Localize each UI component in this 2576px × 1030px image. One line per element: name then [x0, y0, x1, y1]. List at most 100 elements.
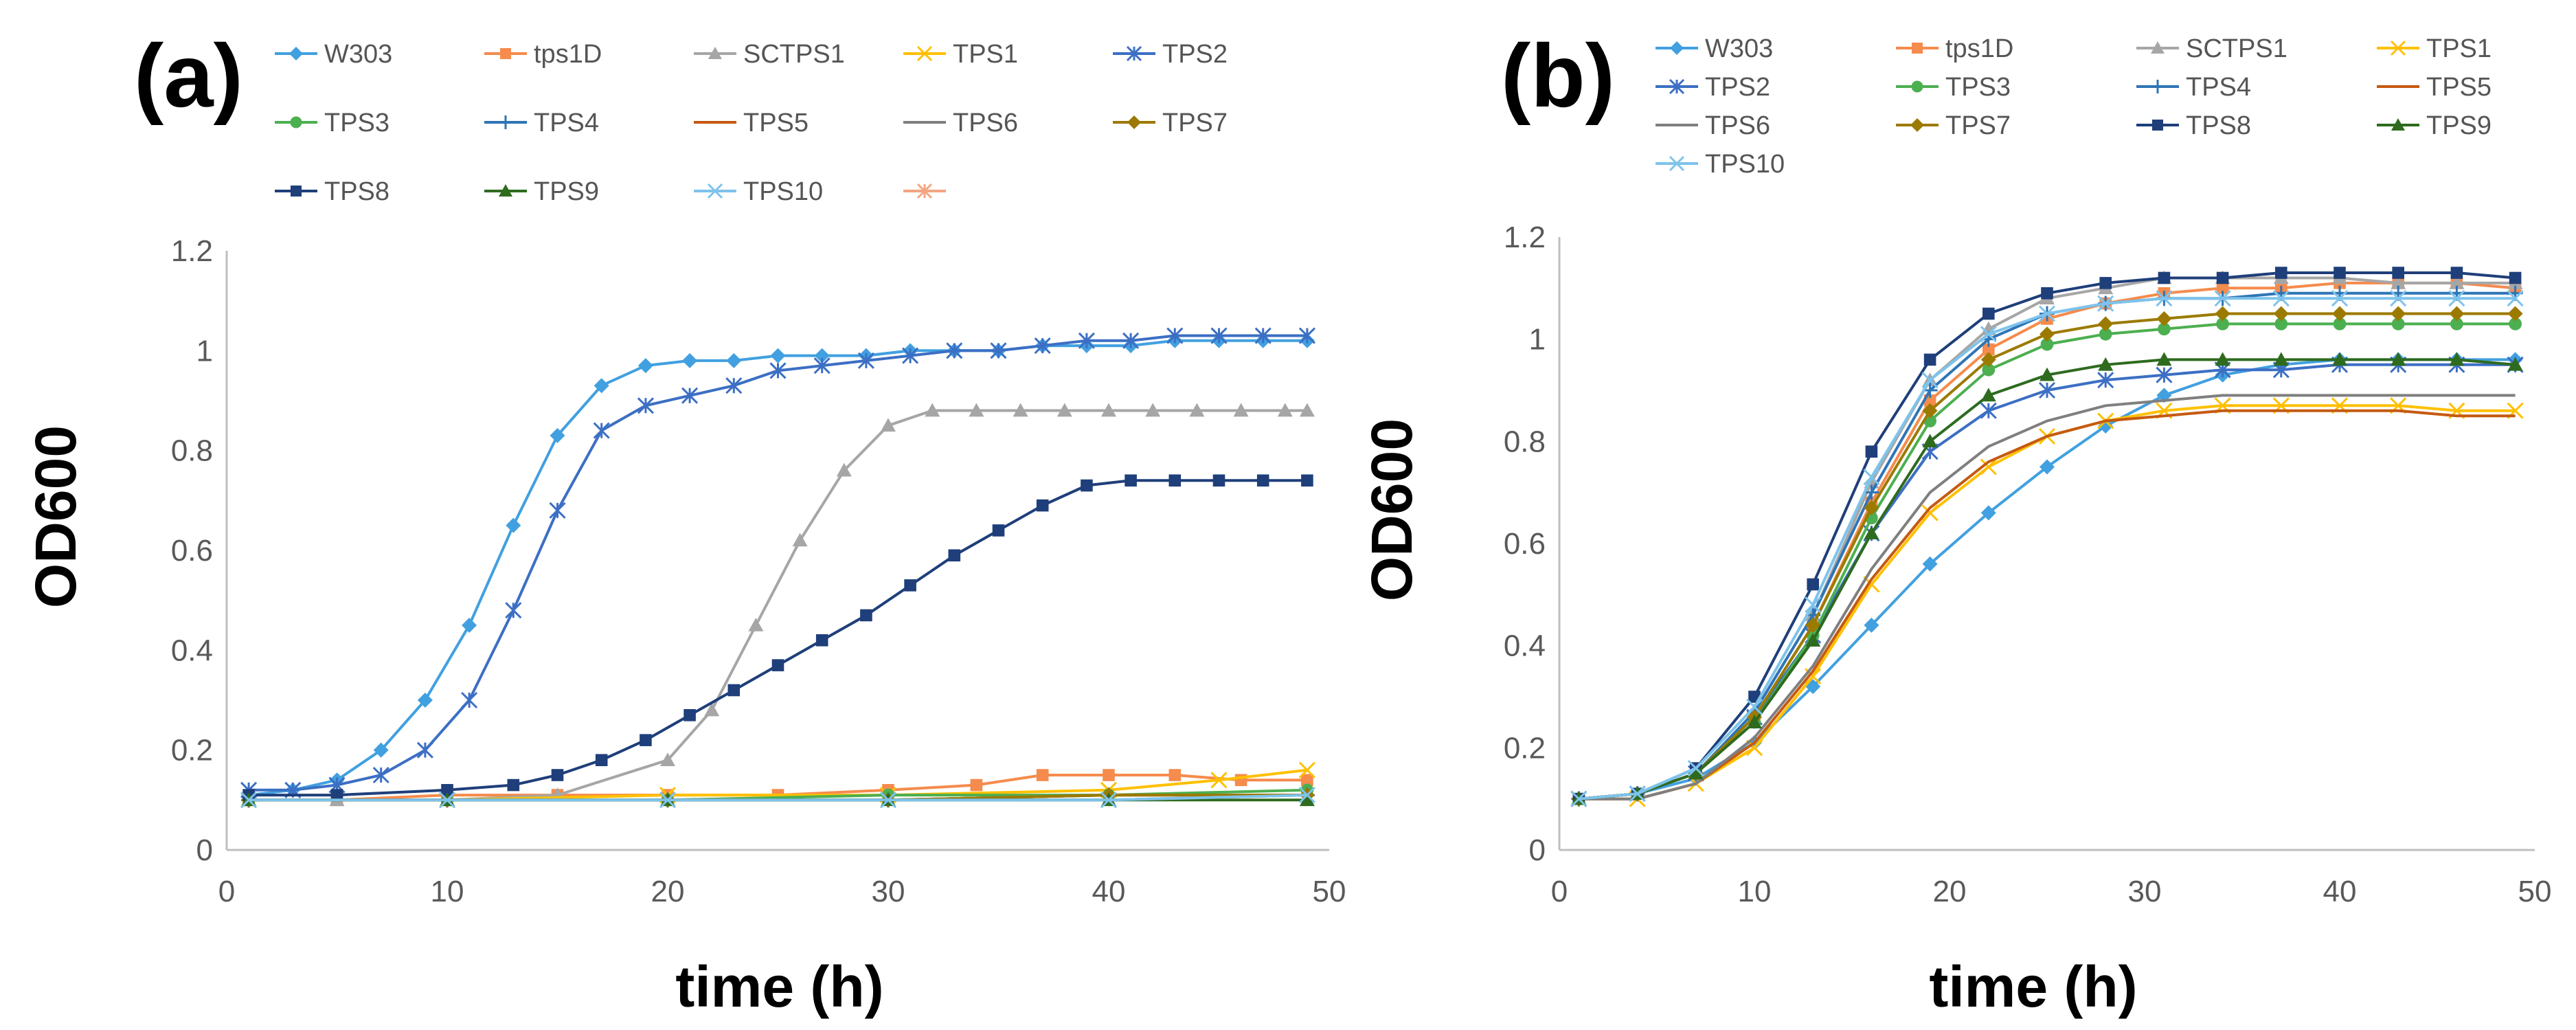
legend-label-tps1-b: TPS1	[2426, 34, 2492, 63]
legend-entry-unlabeled-a	[903, 183, 946, 199]
data-point-tps3-b-9	[2099, 327, 2112, 341]
legend-entry-tps4-b: TPS4	[2136, 73, 2251, 102]
data-point-tps10-b-0	[1570, 790, 1588, 807]
data-point-tps7-b-6	[1922, 403, 1938, 418]
x-tick-label-a-5: 50	[1313, 875, 1346, 908]
data-point-tps8-a-4	[551, 769, 564, 781]
data-point-tps1-a-6	[1298, 761, 1315, 779]
data-point-tps3-b-8	[2040, 337, 2054, 351]
y-axis-title-a: OD600	[23, 425, 88, 608]
data-point-tps8-a-3	[507, 779, 520, 792]
legend-entry-tps1-b: TPS1	[2377, 34, 2492, 63]
legend-label-sctps1-a: SCTPS1	[743, 40, 845, 69]
data-point-sctps1-a-12	[1013, 403, 1028, 417]
legend-entry-tps10-a: TPS10	[694, 177, 823, 206]
data-point-tps1-b-6	[1921, 504, 1939, 522]
data-point-tps7-b-8	[2040, 326, 2055, 342]
legend-label-tps10-a: TPS10	[743, 177, 823, 206]
data-point-w303-b-7	[1980, 505, 1996, 521]
data-point-sctps1-a-8	[836, 462, 852, 477]
legend-marker-tps10-a	[707, 183, 723, 199]
data-point-tps10-b-9	[2097, 295, 2114, 312]
data-point-tps2-b-7	[1980, 402, 1997, 419]
data-point-tps8-b-5	[1865, 445, 1878, 458]
legend-label-tps6-a: TPS6	[953, 109, 1018, 137]
y-tick-label-b-3: 0.6	[1504, 527, 1546, 561]
data-point-tps10-b-1	[1629, 785, 1646, 803]
data-point-tps9-b-12	[2273, 352, 2289, 366]
data-point-tps10-b-15	[2448, 290, 2465, 307]
data-point-tps10-b-4	[1805, 596, 1822, 614]
x-tick-label-b-1: 10	[1738, 875, 1772, 908]
data-point-tps10-b-12	[2272, 290, 2290, 307]
legend-entry-tps5-a: TPS5	[694, 109, 809, 137]
data-point-tps9-b-6	[1922, 434, 1938, 448]
data-point-tps9-b-3	[1747, 715, 1762, 728]
data-point-tps9-b-8	[2040, 367, 2055, 381]
data-point-tps9-b-16	[2507, 357, 2523, 371]
data-point-tps8-a-16	[1081, 479, 1093, 492]
data-point-tps1d-b-7	[1982, 343, 1995, 356]
data-point-tps1-b-7	[1980, 458, 1997, 475]
data-point-tps10-b-14	[2390, 290, 2407, 307]
data-point-tps10-b-6	[1921, 372, 1939, 389]
data-point-tps9-b-5	[1864, 526, 1879, 539]
data-point-tps8-b-10	[2158, 271, 2171, 284]
legend-marker-tps4-a	[499, 115, 512, 129]
legend-label-tps9-b: TPS9	[2426, 111, 2492, 140]
y-axis-title-b: OD600	[1359, 418, 1424, 601]
legend-marker-tps2-b	[1669, 78, 1685, 95]
x-tick-label-a-1: 10	[431, 875, 464, 908]
legend-entry-tps6-b: TPS6	[1656, 111, 1770, 140]
data-point-tps7-b-7	[1980, 352, 1996, 368]
data-point-tps1d-a-8	[1036, 769, 1049, 781]
data-point-tps3-b-7	[1982, 363, 1996, 377]
data-point-tps10-a-1	[438, 792, 456, 809]
y-tick-label-a-5: 1	[196, 334, 213, 368]
data-point-tps8-a-12	[904, 579, 916, 592]
series-tps5-b	[1579, 409, 2516, 801]
legend-marker-tps2-a	[1126, 45, 1142, 62]
plot-area-a	[240, 327, 1315, 809]
data-point-tps2-a-18	[1034, 337, 1051, 355]
series-line-tps10-a	[249, 794, 1307, 802]
data-point-tps2-a-19	[1078, 332, 1095, 349]
panel-a: (a) W303 tps1D SCTPS1 TPS1 TPS2 TPS3 TPS4 TPS5 T…	[23, 25, 1346, 1019]
data-point-tps9-b-13	[2332, 352, 2347, 366]
data-point-sctps1-a-5	[704, 702, 720, 717]
series-line-sctps1-a	[249, 409, 1307, 802]
data-point-tps7-b-9	[2098, 316, 2114, 332]
data-point-tps2-b-9	[2097, 372, 2114, 389]
legend-label-w303-a: W303	[324, 40, 392, 69]
legend-entry-tps8-a: TPS8	[275, 177, 389, 206]
legend-entry-tps1d-a: tps1D	[484, 40, 602, 69]
legend-entry-tps5-b: TPS5	[2377, 73, 2492, 102]
legend-label-tps4-b: TPS4	[2186, 73, 2251, 102]
data-point-tps10-b-11	[2214, 290, 2231, 307]
data-point-tps3-b-15	[2450, 317, 2463, 331]
data-point-tps8-a-13	[948, 549, 961, 562]
data-point-tps7-b-13	[2332, 306, 2347, 322]
data-point-tps1d-a-9	[1103, 769, 1115, 781]
data-point-tps2-b-10	[2156, 366, 2173, 383]
data-point-tps2-a-5	[461, 691, 478, 709]
data-point-tps8-b-16	[2509, 271, 2522, 284]
data-point-tps3-b-16	[2509, 317, 2522, 331]
legend-marker-tps3-a	[290, 116, 302, 128]
data-point-tps1d-a-12	[1301, 774, 1313, 787]
data-point-tps2-a-6	[505, 602, 522, 619]
legend-entry-tps9-b: TPS9	[2377, 111, 2492, 140]
data-point-tps10-b-13	[2331, 290, 2349, 307]
data-point-sctps1-a-16	[1189, 403, 1205, 417]
data-point-tps7-b-16	[2507, 306, 2523, 322]
legend-marker-tps3-b	[1911, 80, 1923, 93]
data-point-w303-a-6	[506, 517, 521, 533]
data-point-tps2-a-14	[857, 352, 874, 369]
legend-entry-tps7-a: TPS7	[1113, 109, 1228, 137]
data-point-tps3-b-10	[2158, 322, 2171, 336]
y-tick-label-a-4: 0.8	[171, 434, 213, 468]
legend-entry-tps6-a: TPS6	[903, 109, 1018, 137]
legend-label-tps3-b: TPS3	[1945, 73, 2011, 102]
y-tick-label-a-6: 1.2	[171, 234, 213, 268]
legend-a: W303 tps1D SCTPS1 TPS1 TPS2 TPS3 TPS4 TPS5 TPS6 T…	[275, 40, 1228, 206]
